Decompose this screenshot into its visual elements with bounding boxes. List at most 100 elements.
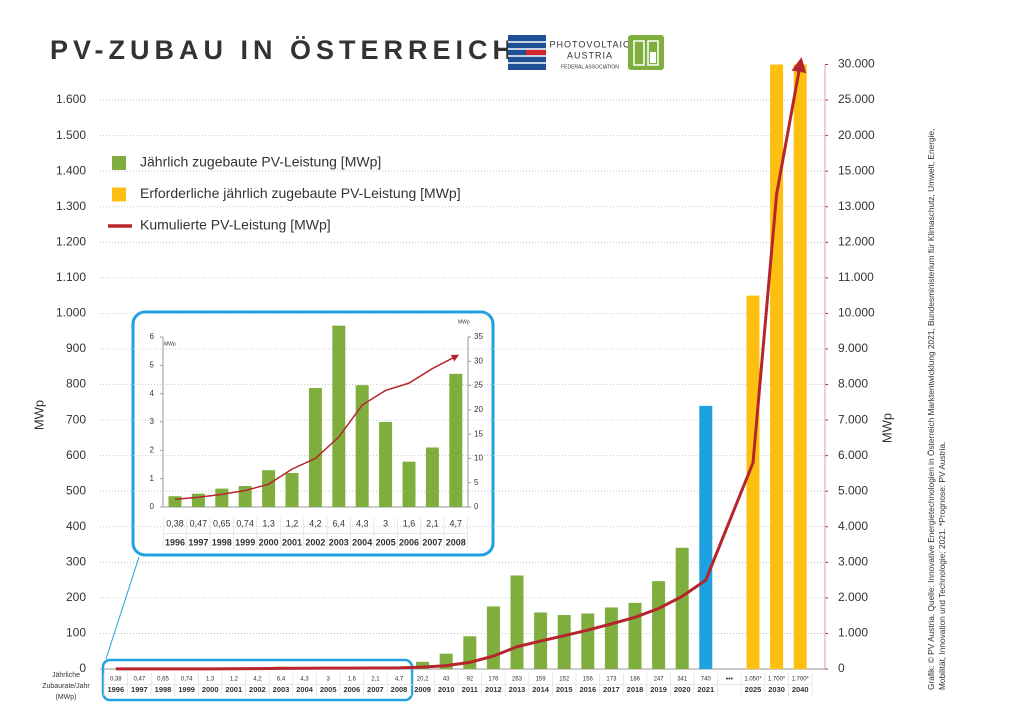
y2-tick-label: 10 xyxy=(474,454,483,463)
y-tick-label: 500 xyxy=(66,483,86,497)
y-tick-label: 1.100 xyxy=(56,270,86,284)
x-tick-label: 2001 xyxy=(282,537,302,547)
value-label: 173 xyxy=(606,677,617,683)
x-tick-label: 1998 xyxy=(212,537,232,547)
y-tick-label: 6 xyxy=(150,332,155,341)
y-tick-label: 0 xyxy=(150,502,155,511)
y-tick-label: 4 xyxy=(150,389,155,398)
y2-tick-label: 25.000 xyxy=(838,92,875,106)
y2-tick-label: 20.000 xyxy=(838,128,875,142)
bar xyxy=(746,295,760,669)
x-tick-label: 2015 xyxy=(556,685,573,694)
x-tick-label: 2007 xyxy=(367,685,384,694)
x-tick-label: 1999 xyxy=(178,685,195,694)
y2-tick-label: 8.000 xyxy=(838,377,868,391)
value-label: 3 xyxy=(383,518,388,528)
y2-tick-label: 12.000 xyxy=(838,234,875,248)
y2-tick-label: 5 xyxy=(474,478,479,487)
x-tick-label: 2011 xyxy=(462,685,478,694)
bar xyxy=(416,661,430,669)
y2-tick-label: 5.000 xyxy=(838,483,868,497)
y-tick-label: 1.000 xyxy=(56,306,86,320)
logo-text: FEDERAL ASSOCIATION xyxy=(561,64,619,70)
y-tick-label: 2 xyxy=(150,445,155,454)
x-tick-label: 2005 xyxy=(320,685,337,694)
bar xyxy=(793,64,807,669)
value-label: 0,47 xyxy=(134,677,146,683)
value-label: 4,2 xyxy=(309,518,322,528)
bar xyxy=(604,607,618,669)
x-tick-label: 2014 xyxy=(532,685,550,694)
logo-text: AUSTRIA xyxy=(567,50,613,60)
bar xyxy=(308,388,322,507)
bar xyxy=(262,470,276,507)
source-text: Mobilität, Innovation und Technologie; 2… xyxy=(937,442,947,690)
x-tick-label: 2008 xyxy=(391,685,408,694)
x-tick-label: 1996 xyxy=(165,537,185,547)
value-label: 1.050* xyxy=(744,677,762,683)
bar xyxy=(402,461,416,507)
x-tick-label: 1997 xyxy=(188,537,208,547)
x-tick-label: 1997 xyxy=(131,685,148,694)
value-label: 0,38 xyxy=(110,677,122,683)
x-tick-label: 2017 xyxy=(603,685,620,694)
y-tick-label: 1.200 xyxy=(56,234,86,248)
value-label: 1,3 xyxy=(262,518,275,528)
row-label: (MWp) xyxy=(56,694,77,701)
y2-tick-label: 25 xyxy=(474,381,483,390)
y-tick-label: 700 xyxy=(66,412,86,426)
line xyxy=(174,354,460,500)
y2-tick-label: 15 xyxy=(474,429,483,438)
value-label: 0,38 xyxy=(166,518,184,528)
y2-tick-label: 20 xyxy=(474,405,483,414)
value-label: 1,6 xyxy=(403,518,416,528)
source-text: Grafik: © PV Austria. Quelle: Innovative… xyxy=(926,129,936,690)
y2-tick-label: 1.000 xyxy=(838,626,868,640)
value-label: 1,2 xyxy=(230,677,239,683)
y-tick-label: 900 xyxy=(66,341,86,355)
value-label: 263 xyxy=(512,677,523,683)
x-tick-label: 2020 xyxy=(674,685,691,694)
bar xyxy=(581,613,595,669)
bar xyxy=(285,473,299,507)
y-tick-label: 0 xyxy=(79,661,86,675)
value-label: 4,7 xyxy=(450,518,463,528)
y2-tick-label: 4.000 xyxy=(838,519,868,533)
value-label: 6,4 xyxy=(333,518,346,528)
x-tick-label: 2012 xyxy=(485,685,502,694)
y2-tick-label: 2.000 xyxy=(838,590,868,604)
y2-tick-label: 3.000 xyxy=(838,554,868,568)
x-tick-label: 2002 xyxy=(305,537,325,547)
value-label: 92 xyxy=(466,677,473,683)
bar xyxy=(652,581,666,669)
y2-tick-label: 0 xyxy=(838,661,845,675)
y2-tick-label: 7.000 xyxy=(838,412,868,426)
value-label: 341 xyxy=(677,677,688,683)
x-tick-label: 2004 xyxy=(296,685,314,694)
y2-tick-label: 35 xyxy=(474,332,483,341)
x-tick-label: 1996 xyxy=(107,685,124,694)
bar xyxy=(332,325,346,507)
bar xyxy=(699,405,713,669)
y2-tick-label: 10.000 xyxy=(838,306,875,320)
value-label: 1,3 xyxy=(206,677,215,683)
bar xyxy=(486,606,500,669)
value-label: 4,2 xyxy=(253,677,262,683)
value-label: 186 xyxy=(630,677,641,683)
y-axis-label: MWp xyxy=(31,400,46,430)
bar xyxy=(168,496,182,507)
value-label: 2,1 xyxy=(371,677,380,683)
y-tick-label: 3 xyxy=(150,417,155,426)
x-tick-label: 2003 xyxy=(329,537,349,547)
y2-tick-label: 0 xyxy=(474,502,479,511)
value-label: 0,65 xyxy=(213,518,231,528)
y-tick-label: 300 xyxy=(66,554,86,568)
value-label: 6,4 xyxy=(277,677,286,683)
x-tick-label: 2016 xyxy=(579,685,596,694)
value-label: 4,3 xyxy=(356,518,369,528)
x-tick-label: 2002 xyxy=(249,685,266,694)
source: Grafik: © PV Austria. Quelle: Innovative… xyxy=(926,129,947,690)
y-tick-label: 800 xyxy=(66,377,86,391)
bar xyxy=(449,373,463,507)
